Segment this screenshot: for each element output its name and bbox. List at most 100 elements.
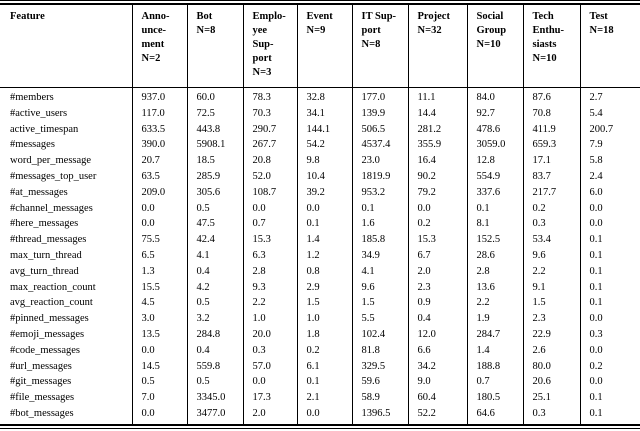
value-cell: 2.7 [579, 87, 640, 106]
value-cell: 92.7 [466, 105, 523, 122]
value-cell: 180.5 [466, 390, 523, 406]
value-cell: 5.4 [579, 105, 640, 122]
value-cell: 60.4 [407, 390, 467, 406]
value-cell: 87.6 [522, 87, 580, 106]
value-cell: 355.9 [407, 137, 467, 154]
column-header-group: Test N=18 [579, 4, 640, 88]
value-cell: 285.9 [186, 168, 243, 185]
value-cell: 0.3 [522, 405, 580, 425]
value-cell: 559.8 [186, 358, 243, 375]
value-cell: 281.2 [407, 121, 467, 138]
value-cell: 0.0 [131, 200, 187, 217]
value-cell: 0.0 [242, 200, 297, 217]
value-cell: 1.0 [296, 311, 352, 327]
value-cell: 9.8 [296, 153, 352, 169]
value-cell: 4537.4 [351, 137, 408, 154]
value-cell: 1.9 [466, 311, 523, 327]
value-cell: 5.5 [351, 311, 408, 327]
value-cell: 7.9 [579, 137, 640, 154]
value-cell: 0.1 [296, 216, 352, 233]
value-cell: 64.6 [466, 405, 523, 425]
feature-cell: #channel_messages [10, 202, 93, 214]
table-row: #active_users 117.0 72.5 70.3 34.1 139.9 14.4 9… [0, 105, 640, 122]
table-row: #url_messages 14.5 559.8 57.0 6.1 329.5 34.2 18… [0, 358, 640, 375]
value-cell: 0.3 [579, 326, 640, 343]
value-cell: 0.3 [242, 342, 297, 359]
value-cell: 72.5 [186, 105, 243, 122]
value-cell: 7.0 [131, 390, 187, 406]
value-cell: 0.0 [131, 216, 187, 233]
value-cell: 0.1 [579, 279, 640, 296]
value-cell: 16.4 [407, 153, 467, 169]
feature-cell: #emoji_messages [10, 328, 85, 340]
value-cell: 2.2 [466, 295, 523, 312]
value-cell: 267.7 [242, 137, 297, 154]
table-row: #emoji_messages 13.5 284.8 20.0 1.8 102.4 12.0… [0, 326, 640, 343]
value-cell: 177.0 [351, 87, 408, 106]
value-cell: 20.8 [242, 153, 297, 169]
value-cell: 15.3 [407, 232, 467, 248]
feature-cell: #git_messages [10, 376, 72, 388]
column-header-group: Emplo- yee Sup- port N=3 [242, 4, 297, 88]
value-cell: 70.3 [242, 105, 297, 122]
value-cell: 3.0 [131, 311, 187, 327]
value-cell: 0.5 [186, 200, 243, 217]
feature-cell: active_timespan [10, 123, 79, 135]
header-row: Feature Anno- unce- ment N=2 Bot N=8 Emplo-… [0, 4, 640, 88]
feature-cell: avg_turn_thread [10, 265, 79, 277]
value-cell: 0.4 [407, 311, 467, 327]
top-outer-rule [0, 0, 640, 1]
value-cell: 0.9 [407, 295, 467, 312]
value-cell: 0.0 [407, 200, 467, 217]
top-rule-gap [0, 1, 640, 3]
value-cell: 1819.9 [351, 168, 408, 185]
feature-cell: #code_messages [10, 344, 80, 356]
value-cell: 3059.0 [466, 137, 523, 154]
value-cell: 0.1 [579, 295, 640, 312]
value-cell: 329.5 [351, 358, 408, 375]
feature-cell: #at_messages [10, 186, 68, 198]
value-cell: 102.4 [351, 326, 408, 343]
value-cell: 9.3 [242, 279, 297, 296]
value-cell: 2.8 [466, 263, 523, 280]
value-cell: 6.5 [131, 247, 187, 264]
value-cell: 1.4 [296, 232, 352, 248]
value-cell: 305.6 [186, 184, 243, 201]
value-cell: 209.0 [131, 184, 187, 201]
value-cell: 1.5 [522, 295, 580, 312]
bottom-outer-rule [0, 427, 640, 429]
column-header-group: IT Sup- port N=8 [351, 4, 408, 88]
value-cell: 506.5 [351, 121, 408, 138]
table-row: max_turn_thread 6.5 4.1 6.3 1.2 34.9 6.7 28.6 9.… [0, 247, 640, 264]
value-cell: 0.1 [579, 405, 640, 425]
value-cell: 953.2 [351, 184, 408, 201]
value-cell: 83.7 [522, 168, 580, 185]
value-cell: 9.6 [522, 247, 580, 264]
table-row: #here_messages 0.0 47.5 0.7 0.1 1.6 0.2 8.1 0.3 0… [0, 216, 640, 233]
value-cell: 52.0 [242, 168, 297, 185]
value-cell: 13.5 [131, 326, 187, 343]
value-cell: 1.4 [466, 342, 523, 359]
value-cell: 117.0 [131, 105, 187, 122]
feature-cell: #messages [10, 139, 55, 151]
value-cell: 0.1 [579, 390, 640, 406]
value-cell: 6.3 [242, 247, 297, 264]
value-cell: 937.0 [131, 87, 187, 106]
table-row: #messages 390.0 5908.1 267.7 54.2 4537.4 355.9… [0, 137, 640, 154]
value-cell: 0.4 [186, 263, 243, 280]
value-cell: 0.7 [466, 374, 523, 391]
value-cell: 185.8 [351, 232, 408, 248]
table-row: #code_messages 0.0 0.4 0.3 0.2 81.8 6.6 1.4 2.6 0… [0, 342, 640, 359]
value-cell: 20.6 [522, 374, 580, 391]
feature-cell: #url_messages [10, 360, 72, 372]
feature-cell: #active_users [10, 107, 68, 119]
value-cell: 284.8 [186, 326, 243, 343]
value-cell: 0.5 [131, 374, 187, 391]
value-cell: 1.0 [242, 311, 297, 327]
value-cell: 15.5 [131, 279, 187, 296]
feature-cell: avg_reaction_count [10, 297, 93, 309]
value-cell: 390.0 [131, 137, 187, 154]
value-cell: 52.2 [407, 405, 467, 425]
value-cell: 0.2 [296, 342, 352, 359]
value-cell: 23.0 [351, 153, 408, 169]
